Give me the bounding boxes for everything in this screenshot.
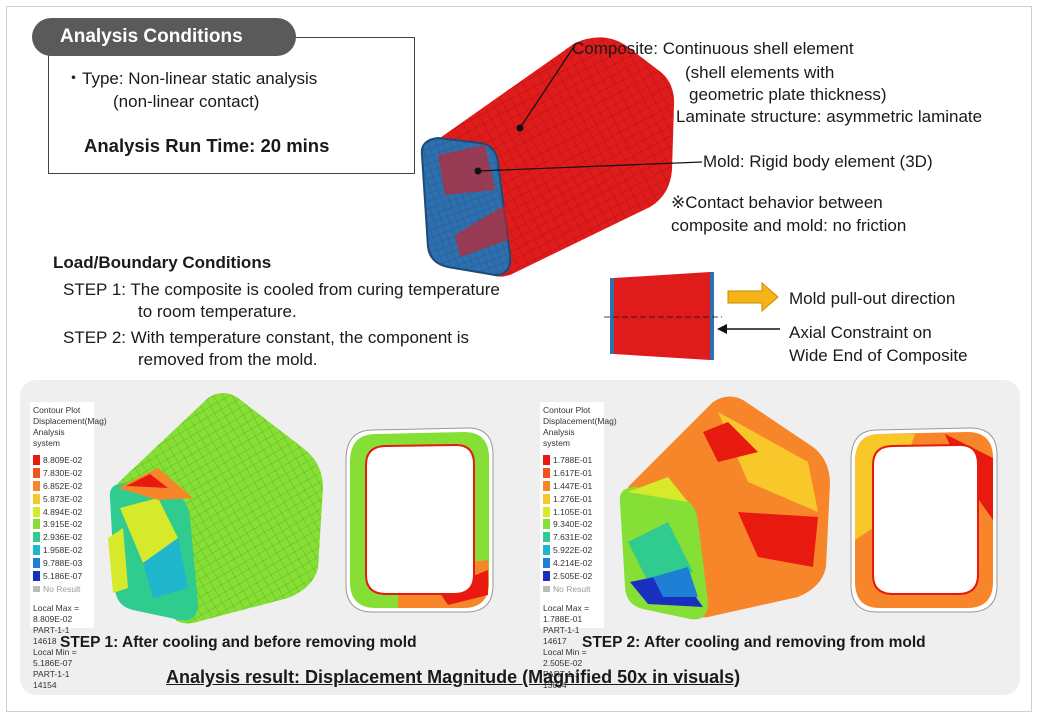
- legend1-value: 3.915E-02: [43, 519, 83, 530]
- step1-deformed-model: [108, 393, 323, 624]
- legend2-value: 1.788E-01: [553, 455, 593, 465]
- step2-end-view: [850, 427, 998, 613]
- load-title: Load/Boundary Conditions: [53, 253, 272, 272]
- legend2-header1: Contour Plot: [543, 405, 591, 415]
- composite-callout-line3: geometric plate thickness): [689, 85, 887, 104]
- legend2-value: 9.340E-02: [553, 519, 593, 530]
- legend2-value: 1.447E-01: [553, 480, 593, 491]
- composite-model-illustration: [420, 37, 675, 277]
- legend1-value: 5.186E-07: [43, 571, 83, 582]
- legend2-max-line1: Local Max = 1.788E-01: [543, 602, 590, 624]
- type-line1: ・Type: Non-linear static analysis: [65, 69, 318, 88]
- legend1-max-line1: Local Max = 8.809E-02: [33, 602, 80, 624]
- step2-line1: STEP 2: With temperature constant, the c…: [63, 328, 469, 347]
- analysis-conditions-title: Analysis Conditions: [32, 18, 296, 56]
- legend1-header2: Displacement(Mag): [33, 416, 107, 426]
- legend1-min-line2: PART-1-1 14154: [33, 668, 70, 690]
- run-time: Analysis Run Time: 20 mins: [84, 135, 330, 156]
- legend2-no-result: No Result: [553, 583, 591, 594]
- constraint-line1: Axial Constraint on: [789, 323, 932, 342]
- composite-callout-line2: (shell elements with: [685, 63, 835, 82]
- type-line2: (non-linear contact): [113, 92, 260, 111]
- legend-step2: Contour Plot Displacement(Mag) Analysis …: [540, 402, 617, 690]
- legend1-value: 6.852E-02: [43, 480, 83, 491]
- legend2-value: 1.105E-01: [553, 506, 593, 517]
- legend1-value: 2.936E-02: [43, 532, 83, 543]
- legend2-value: 5.922E-02: [553, 545, 593, 556]
- legend1-value: 1.958E-02: [43, 545, 83, 556]
- composite-callout-line1: Composite: Continuous shell element: [572, 39, 854, 58]
- legend2-min-line1: Local Min = 2.505E-02: [543, 646, 587, 668]
- analysis-conditions-box: ・Type: Non-linear static analysis (non-l…: [48, 37, 415, 174]
- legend1-header1: Contour Plot: [33, 405, 81, 415]
- legend2-header2: Displacement(Mag): [543, 416, 617, 426]
- legend1-min-line1: Local Min = 5.186E-07: [33, 646, 77, 668]
- legend2-header3: Analysis system: [543, 427, 575, 448]
- step2-line2: removed from the mold.: [138, 350, 318, 369]
- legend2-min-line2: PART-1-1 13094: [543, 668, 580, 690]
- results-title: Analysis result: Displacement Magnitude …: [166, 667, 741, 687]
- legend2-value: 7.631E-02: [553, 532, 593, 543]
- side-view-illustration: [604, 272, 780, 360]
- callout-leader-lines: [474, 44, 703, 175]
- legend-step1: Contour Plot Displacement(Mag) Analysis …: [30, 402, 107, 690]
- legend2-value: 2.505E-02: [553, 571, 593, 582]
- step1-caption: STEP 1: After cooling and before removin…: [60, 634, 417, 651]
- legend2-value: 1.276E-01: [553, 493, 593, 504]
- legend1-max-line2: PART-1-1 14618: [33, 624, 70, 646]
- mold-callout: Mold: Rigid body element (3D): [703, 152, 933, 171]
- legend1-value: 7.830E-02: [43, 467, 83, 478]
- legend1-header3: Analysis system: [33, 427, 65, 448]
- constraint-line2: Wide End of Composite: [789, 346, 968, 365]
- step1-line2: to room temperature.: [138, 302, 297, 321]
- legend1-value: 5.873E-02: [43, 493, 83, 504]
- legend2-max-line2: PART-1-1 14617: [543, 624, 580, 646]
- legend2-value: 4.214E-02: [553, 558, 593, 569]
- contact-note-line1: ※Contact behavior between: [671, 193, 883, 212]
- legend1-value: 9.788E-03: [43, 558, 83, 569]
- step2-deformed-model: [619, 396, 830, 620]
- pullout-label: Mold pull-out direction: [789, 289, 956, 308]
- legend1-value: 8.809E-02: [43, 455, 83, 465]
- legend1-value: 4.894E-02: [43, 506, 83, 517]
- laminate-callout: Laminate structure: asymmetric laminate: [676, 107, 983, 126]
- step2-caption: STEP 2: After cooling and removing from …: [582, 634, 926, 651]
- legend2-value: 1.617E-01: [553, 467, 593, 478]
- step1-line1: STEP 1: The composite is cooled from cur…: [63, 280, 500, 299]
- legend1-no-result: No Result: [43, 583, 81, 594]
- slide-frame: [6, 6, 1032, 712]
- contact-note-line2: composite and mold: no friction: [671, 216, 907, 235]
- step1-end-view: [345, 427, 494, 613]
